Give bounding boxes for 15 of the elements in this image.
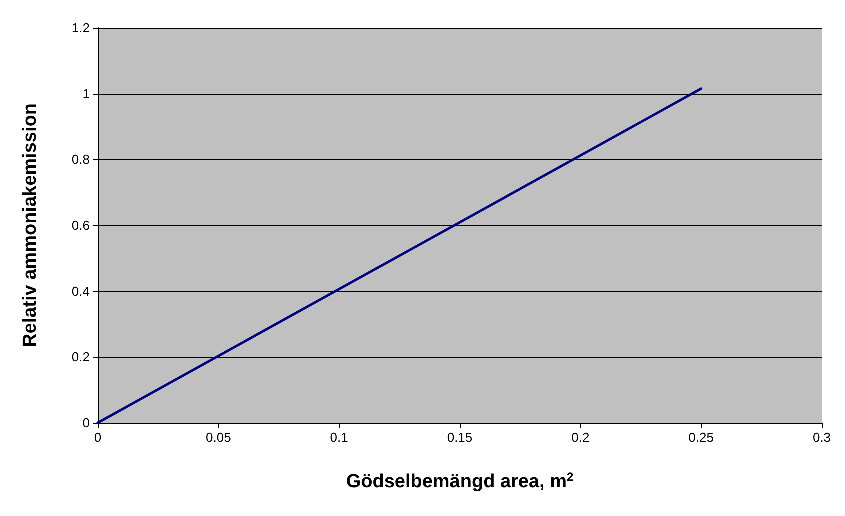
x-tick-label: 0.3 (812, 430, 832, 445)
x-tick-label: 0.25 (688, 430, 714, 445)
y-tick-label: 0.8 (72, 152, 90, 168)
y-tick-label: 0.4 (72, 284, 90, 299)
y-tick-label: 0 (82, 416, 90, 430)
x-tick-label: 0.2 (572, 430, 590, 445)
y-tick-label: 0.2 (72, 350, 90, 365)
x-tick-label: 0.15 (447, 430, 473, 445)
y-tick-label: 1.2 (72, 20, 90, 36)
y-tick-label: 1 (82, 86, 90, 102)
x-tick-label: 0.1 (330, 430, 348, 445)
y-axis-title: Relativ ammoniakemission (20, 104, 41, 348)
x-tick-label: 0 (94, 430, 102, 445)
y-tick-label: 0.6 (72, 218, 90, 233)
x-tick-label: 0.05 (206, 430, 232, 445)
